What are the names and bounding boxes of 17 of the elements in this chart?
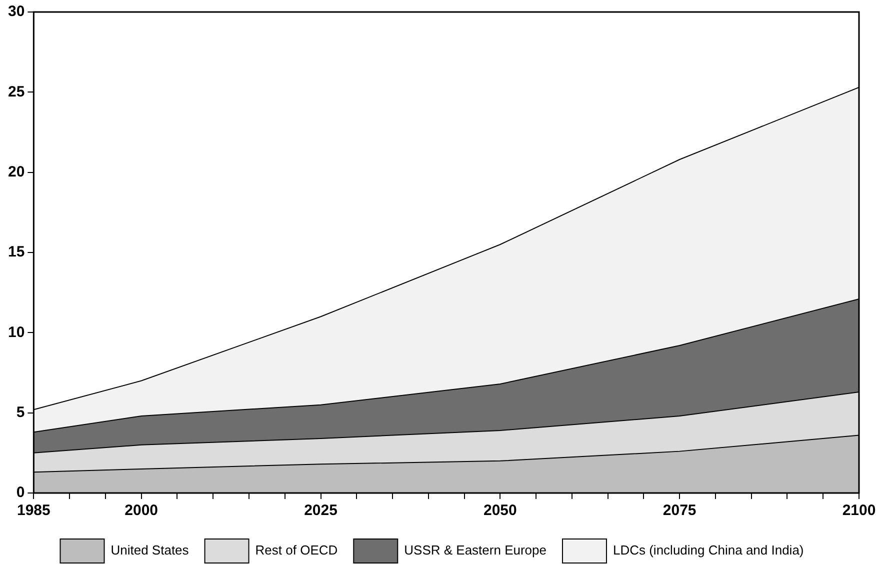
y-tick-label: 5 — [16, 404, 25, 421]
y-tick-label: 30 — [8, 3, 25, 20]
legend-label: United States — [110, 542, 190, 558]
legend-label: Rest of OECD — [255, 542, 338, 558]
x-tick-label: 2000 — [124, 502, 158, 520]
x-tick-label: 2025 — [304, 502, 338, 520]
x-tick-label: 2100 — [842, 502, 876, 520]
x-tick-label: 1985 — [16, 502, 50, 520]
legend-label: USSR & Eastern Europe — [404, 542, 546, 558]
x-tick-label: 2075 — [662, 502, 696, 520]
y-tick-label: 15 — [8, 244, 25, 261]
legend-label: LDCs (including China and India) — [612, 542, 804, 558]
x-tick-label: 2050 — [483, 502, 517, 520]
y-tick-label: 0 — [16, 484, 25, 502]
y-tick-label: 25 — [8, 83, 25, 100]
y-tick-label: 10 — [8, 324, 25, 341]
y-tick-label: 20 — [8, 163, 25, 180]
